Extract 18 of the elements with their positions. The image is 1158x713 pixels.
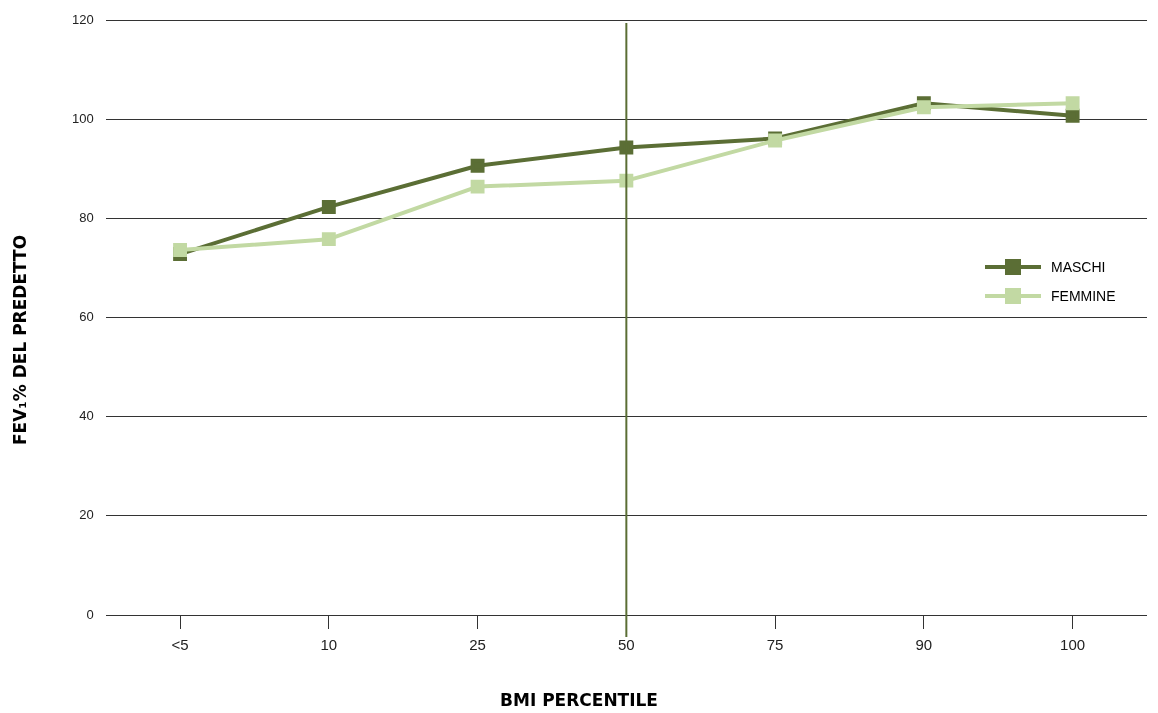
y-tick-label: 40 [79,408,94,424]
y-tick-label: 20 [79,507,94,523]
x-tick-label: 75 [766,636,784,654]
x-tick-label: 100 [1060,636,1086,654]
legend-label: FEMMINE [1051,287,1116,304]
y-tick-label: 100 [71,110,94,126]
x-tick-label: 10 [320,636,338,654]
y-tick-label: 80 [79,209,94,225]
x-axis-title: BMI PERCENTILE [499,690,659,710]
y-tick-label: 0 [86,606,94,622]
x-tick-label: 90 [915,636,933,654]
legend-label: MASCHI [1051,258,1106,275]
x-tick-label: <5 [171,636,189,654]
x-tick-label: 25 [469,636,486,654]
x-tick-label: 50 [618,636,635,654]
y-tick-label: 120 [71,11,94,27]
y-tick-label: 60 [79,309,94,325]
y-axis-title: FEV₁% DEL PREDETTO [10,233,30,448]
